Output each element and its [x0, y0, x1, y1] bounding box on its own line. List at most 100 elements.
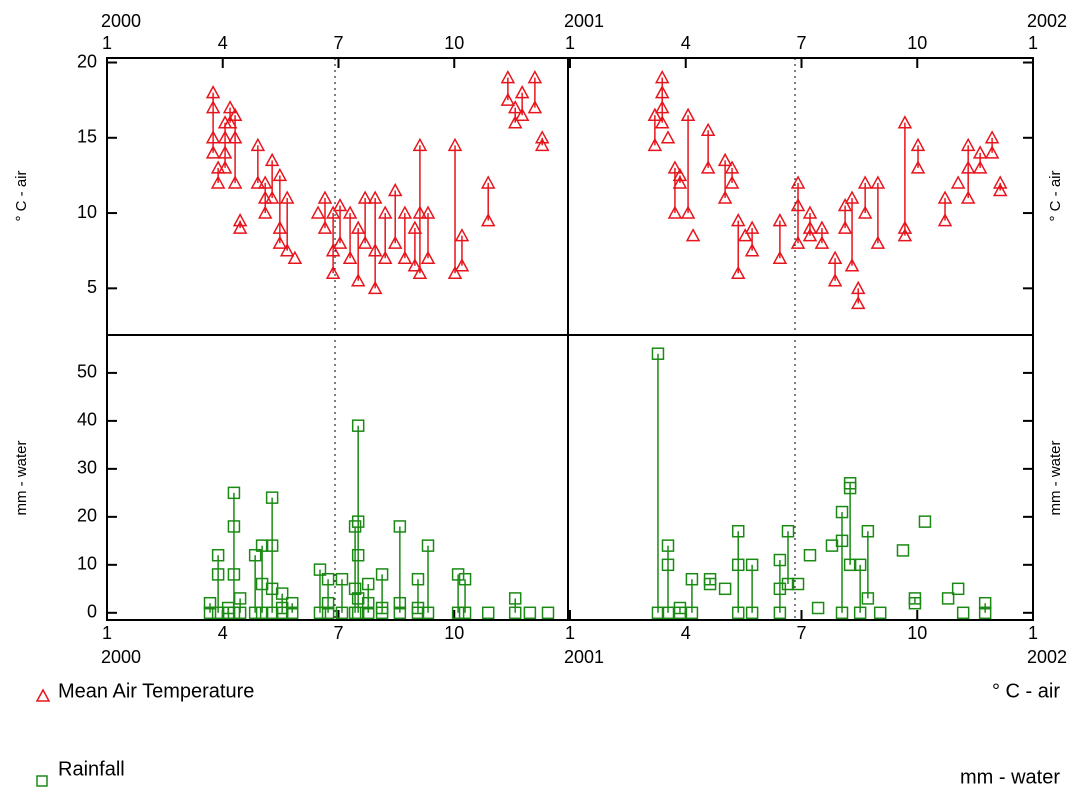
y-tick-label: 40 — [77, 410, 97, 430]
y-tick-label: 15 — [77, 127, 97, 147]
data-point — [717, 190, 733, 204]
data-point — [685, 228, 701, 242]
data-point — [387, 182, 403, 197]
data-point — [773, 553, 787, 567]
data-point — [351, 548, 365, 562]
x-tick-label: 1 — [565, 33, 575, 53]
data-point — [272, 220, 288, 234]
data-point — [772, 213, 788, 227]
data-point — [844, 190, 860, 204]
data-point — [310, 205, 326, 219]
data-point — [534, 130, 550, 144]
data-point — [285, 606, 299, 620]
data-point — [514, 107, 530, 121]
x-tick-label: 4 — [681, 623, 691, 643]
data-point — [680, 205, 696, 219]
data-point — [205, 145, 221, 159]
data-point — [730, 213, 746, 227]
data-point — [850, 295, 866, 310]
x-tick-label: 10 — [444, 33, 464, 53]
y-axis-label: mm - water — [1047, 440, 1064, 515]
data-point — [781, 524, 795, 538]
data-point — [837, 197, 853, 212]
x-tick-label: 7 — [333, 33, 343, 53]
data-point — [375, 568, 389, 581]
data-point — [508, 606, 522, 620]
x-tick-label: 10 — [907, 623, 927, 643]
plot-frame — [106, 57, 1034, 621]
y-tick-label: 10 — [77, 554, 97, 574]
x-tick-label: 7 — [796, 33, 806, 53]
data-point — [803, 548, 817, 562]
year-label: 2000 — [101, 647, 141, 667]
data-point — [772, 250, 788, 264]
data-point — [454, 258, 470, 272]
data-point — [523, 606, 537, 620]
data-point — [421, 539, 435, 552]
data-point — [773, 606, 787, 620]
data-point — [203, 596, 217, 610]
x-tick-label: 1 — [102, 33, 112, 53]
x-tick-label: 10 — [444, 623, 464, 643]
data-point — [910, 137, 926, 152]
data-point — [377, 250, 393, 264]
data-point — [332, 235, 348, 249]
x-tick-label: 7 — [796, 623, 806, 643]
x-tick-label: 1 — [102, 623, 112, 643]
data-point — [275, 606, 289, 620]
data-point — [265, 491, 279, 504]
data-point — [718, 582, 732, 596]
data-point — [500, 70, 516, 84]
data-point — [527, 100, 543, 114]
data-point — [351, 515, 365, 528]
data-point — [255, 539, 269, 552]
data-point — [335, 606, 349, 620]
data-point — [357, 235, 373, 249]
data-point — [217, 130, 233, 144]
y-tick-label: 0 — [87, 602, 97, 622]
data-point — [421, 606, 435, 620]
data-point — [950, 175, 966, 189]
x-tick-label: 4 — [218, 623, 228, 643]
data-point — [745, 606, 759, 620]
data-point — [731, 558, 745, 572]
data-point — [814, 235, 830, 249]
data-point — [257, 205, 273, 219]
data-point — [844, 258, 860, 272]
x-tick-label: 4 — [681, 33, 691, 53]
data-point — [781, 577, 795, 591]
data-point — [325, 243, 341, 257]
legend-label: Rainfall — [58, 758, 125, 780]
data-point — [790, 197, 806, 212]
legend-marker — [35, 688, 51, 702]
data-point — [210, 160, 226, 174]
data-point — [534, 137, 550, 152]
data-point — [956, 606, 970, 620]
data-point — [992, 175, 1008, 189]
data-point — [210, 175, 226, 189]
data-point — [853, 606, 867, 620]
data-point — [227, 520, 241, 533]
data-point — [407, 220, 423, 234]
data-point — [685, 606, 699, 620]
data-point — [717, 152, 733, 167]
data-point — [480, 175, 496, 189]
data-point — [357, 190, 373, 204]
data-point — [724, 160, 740, 174]
legend-marker — [36, 775, 48, 787]
data-point — [481, 606, 495, 620]
data-point — [480, 213, 496, 227]
data-point — [264, 152, 280, 167]
data-point — [458, 572, 472, 586]
data-point — [984, 130, 1000, 144]
data-point — [420, 250, 436, 264]
data-point — [654, 85, 670, 99]
data-point — [257, 175, 273, 189]
data-point — [313, 563, 327, 576]
data-point — [350, 220, 366, 234]
data-point — [454, 228, 470, 242]
data-point — [233, 592, 247, 605]
y-tick-label: 20 — [77, 51, 97, 71]
data-point — [321, 606, 335, 620]
year-label: 2000 — [101, 11, 141, 31]
